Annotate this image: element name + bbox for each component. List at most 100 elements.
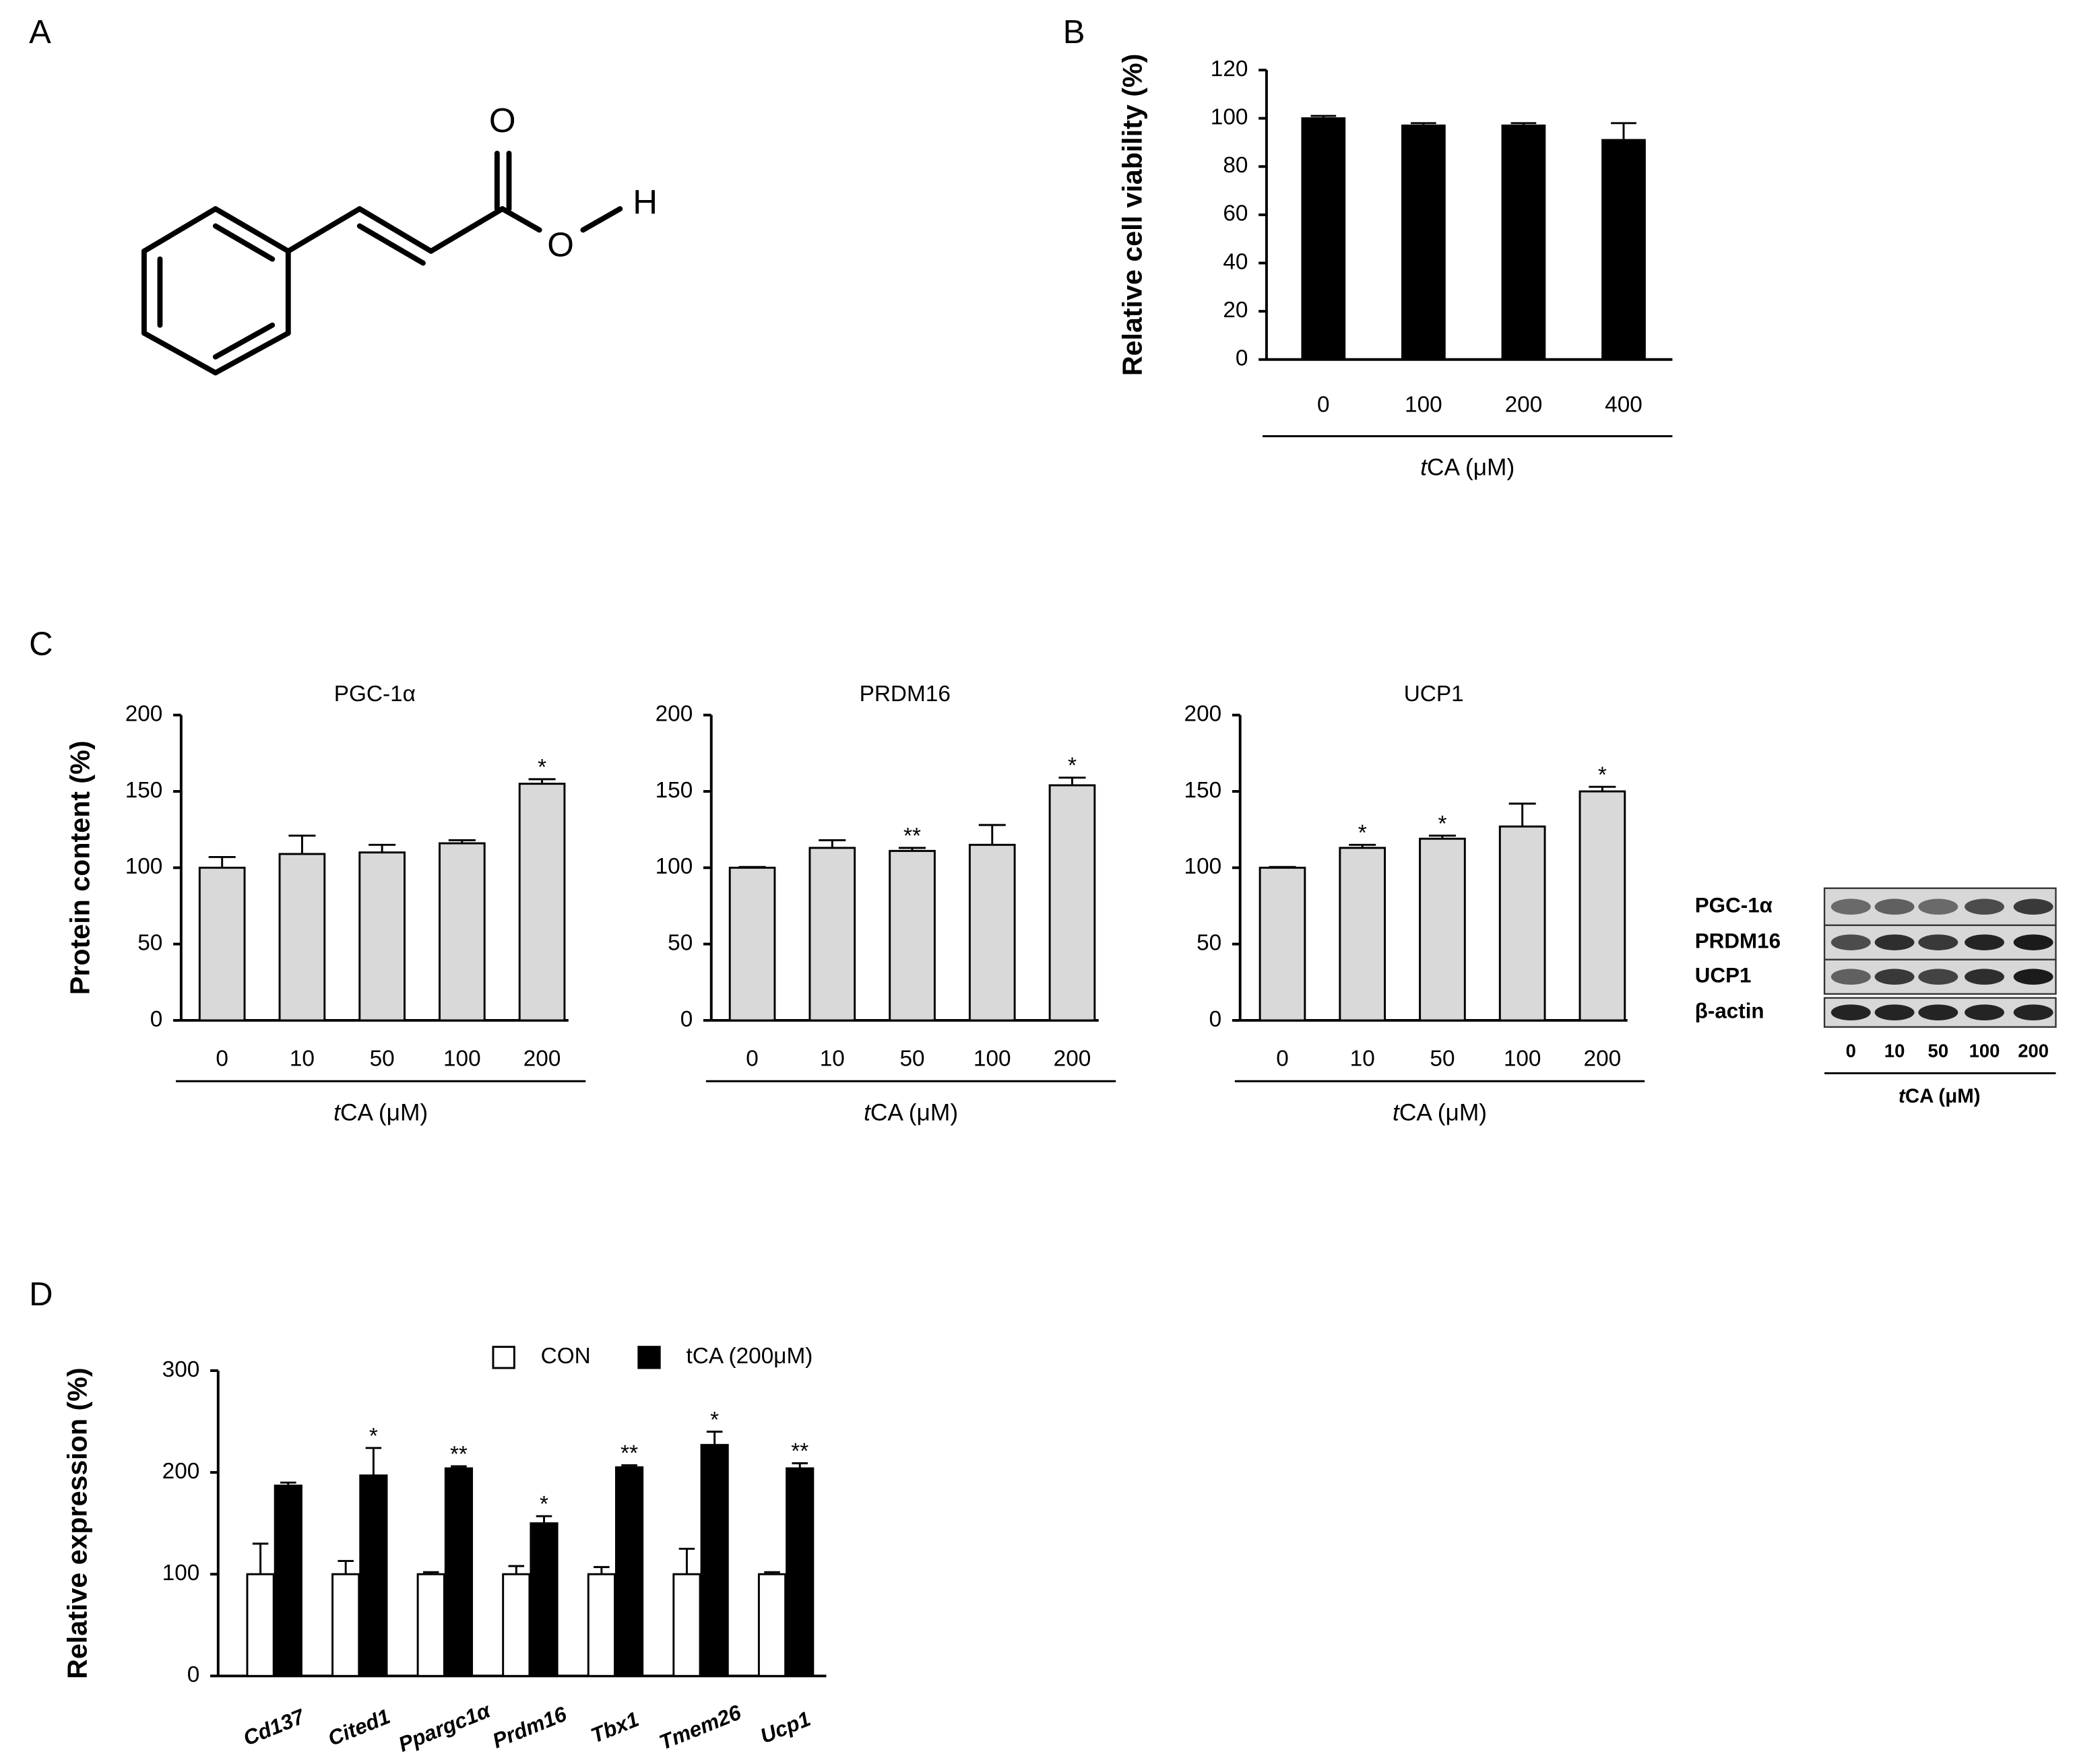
error-bar [764,1571,780,1575]
bar [246,1573,275,1677]
x-axis-label-italic: t [1393,1100,1401,1126]
error-bar [1269,865,1296,868]
y-tick-label: 200 [1184,701,1222,726]
x-tick-label: 0 [746,1047,759,1072]
bar [274,1484,302,1677]
blot-band [1830,899,1871,915]
blot-band [1874,969,1915,985]
atom-label: O [489,101,516,139]
bar [1339,847,1386,1022]
blot-band [1830,1004,1871,1020]
y-tick-label: 100 [1184,854,1222,879]
chart-title: PGC-1α [334,682,416,707]
significance-label: * [1598,762,1607,787]
error-bar [365,1447,382,1476]
bar [278,853,326,1022]
y-tick-label: 50 [137,930,162,955]
significance-label: * [1438,812,1446,837]
x-axis-label: tCA (μM) [864,1100,958,1126]
x-tick-label: 200 [1054,1047,1091,1072]
x-tick-label: 100 [443,1047,481,1072]
x-axis-label-rest: CA (μM) [870,1100,958,1126]
blot-band [1918,969,1958,985]
significance-label: ** [620,1441,638,1466]
blot-band [2013,934,2053,950]
bar [757,1573,787,1677]
y-tick-label: 40 [1223,249,1248,274]
error-bar [1411,122,1436,126]
error-bar [1428,835,1456,839]
chart-title: PRDM16 [860,682,951,707]
significance-label: * [540,1492,548,1517]
blot-lane-label: 200 [2018,1040,2049,1061]
y-tick-label: 0 [150,1007,163,1032]
bar [444,1467,474,1677]
blot-row-label: UCP1 [1695,963,1752,987]
y-axis-label: Relative cell viability (%) [1117,54,1148,376]
x-tick-label: 10 [1350,1047,1375,1072]
bar [728,866,776,1022]
error-bar [508,1565,525,1575]
significance-label: * [538,755,546,780]
panel-label: C [29,626,53,663]
atom-label: O [547,225,574,263]
bar [889,849,936,1022]
error-bar [594,1566,610,1575]
bar [672,1573,701,1677]
blot-band [1918,934,1958,950]
x-axis-label: tCA (μM) [333,1100,428,1126]
blot-band [1918,899,1958,915]
y-axis-label: Protein content (%) [65,741,96,995]
bar [1048,784,1096,1022]
panel-label: A [29,14,51,51]
panel-label: B [1063,14,1085,51]
significance-label: * [369,1424,378,1449]
x-tick-label: 0 [216,1047,228,1072]
y-tick-label: 150 [125,778,163,803]
x-axis-label: tCA (μM) [1899,1085,1981,1107]
bar [968,843,1016,1022]
error-bar [252,1542,269,1575]
error-bar [528,778,556,784]
bar [502,1573,531,1677]
blot-row-label: β-actin [1695,999,1764,1022]
x-axis-label-italic: t [333,1100,342,1126]
error-bar [338,1560,354,1575]
significance-label: * [710,1408,719,1433]
x-axis-label-italic: t [1420,455,1428,481]
x-tick-label: 50 [370,1047,395,1072]
chemical-structure [141,150,623,376]
bar [530,1522,559,1677]
blot-band [2013,899,2053,915]
error-bar [978,824,1006,845]
significance-label: * [1358,820,1367,845]
x-axis-label: tCA (μM) [1420,455,1514,481]
bar [1401,124,1446,361]
bar [198,866,246,1022]
y-tick-label: 100 [125,854,163,879]
significance-label: ** [791,1439,808,1464]
x-tick-label: 400 [1605,392,1643,417]
error-bar [1058,777,1086,785]
blot-row-label: PRDM16 [1695,929,1781,952]
bar [359,1474,388,1677]
x-tick-label: 200 [1584,1047,1622,1072]
error-bar [792,1462,808,1469]
bar [358,851,406,1022]
blot-band [1965,934,2004,950]
y-tick-label: 200 [656,701,693,726]
y-tick-label: 100 [656,854,693,879]
y-tick-label: 100 [162,1561,200,1586]
bar [1578,790,1626,1022]
y-tick-label: 60 [1223,201,1248,226]
bar [614,1466,644,1677]
error-bar [536,1515,552,1524]
bar [808,847,856,1022]
x-axis-label: tCA (μM) [1393,1100,1487,1126]
error-bar [208,855,236,868]
blot-band [1874,1004,1915,1020]
blot-band [1874,934,1915,950]
legend-swatch [637,1346,661,1369]
error-bar [288,835,316,854]
error-bar [451,1465,467,1469]
